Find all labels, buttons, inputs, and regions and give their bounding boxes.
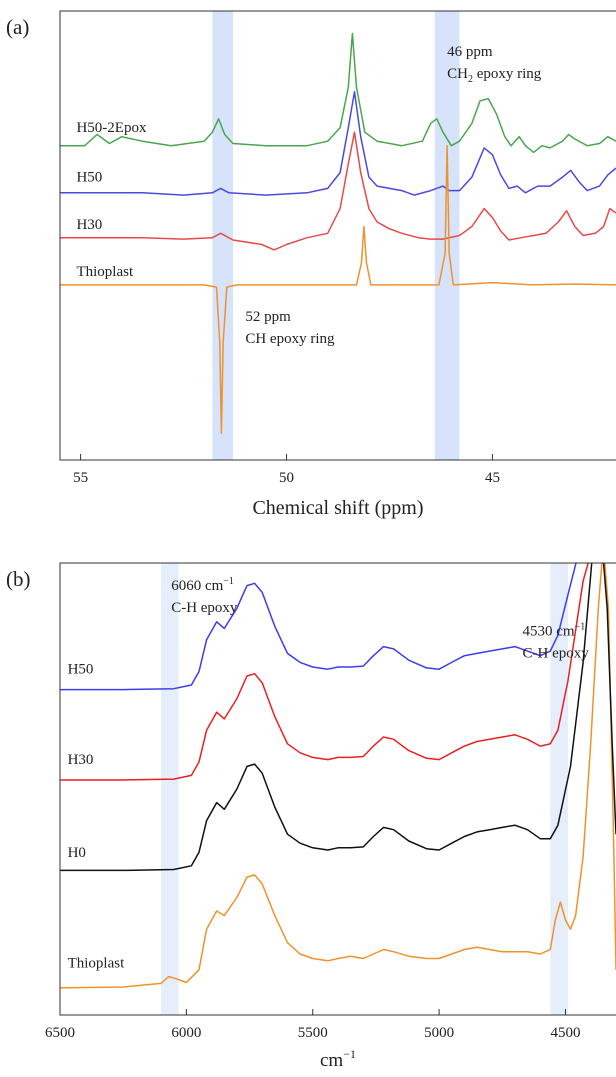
annotation-c4530-line2: C-H epoxy (522, 645, 589, 661)
x-tick-label-6500: 6500 (45, 1025, 75, 1041)
panel-b-label: (b) (6, 567, 31, 591)
annotation-ch2-sub: 2 (468, 74, 473, 85)
series-label-h50: H50 (68, 662, 94, 678)
annotation-c6060-line2: C-H epoxy (171, 600, 238, 616)
annotation-c6060-value: 6060 cm (171, 578, 223, 594)
plot-frame-a (59, 10, 616, 461)
x-tick-label-50: 50 (279, 470, 294, 486)
series-label-thioplast: Thioplast (76, 264, 133, 280)
series-label-h30: H30 (76, 217, 102, 233)
x-tick-label-4500: 4500 (550, 1025, 580, 1041)
series-line-h50-2epox (60, 32, 616, 154)
highlight-band-2 (550, 563, 568, 1015)
series-line-thioplast (60, 563, 603, 989)
series-line-segment-4 (604, 563, 616, 970)
annotation-ch2-line1: 46 ppm (447, 44, 493, 60)
series-line-h50 (60, 91, 616, 196)
series-line-h0 (60, 563, 593, 872)
annotation-ch2-pre: CH (447, 66, 468, 82)
annotation-ch2-post: epoxy ring (473, 66, 542, 82)
annotation-c4530-unit-sup: −1 (575, 621, 586, 632)
series-line-thioplast (60, 144, 616, 434)
x-tick-label-6000: 6000 (171, 1025, 201, 1041)
annotation-ch2-line2: CH2 epoxy ring (447, 66, 542, 85)
x-axis-label-b: cm−1 (320, 1047, 356, 1071)
x-axis-label-b-sup: −1 (343, 1047, 356, 1061)
series-label-h50-2epox: H50-2Epox (76, 120, 146, 136)
x-tick-label-5500: 5500 (298, 1025, 328, 1041)
series-line-h30 (60, 131, 616, 251)
annotation-c4530-line1: 4530 cm−1 (522, 621, 585, 639)
series-label-h0: H0 (68, 845, 86, 861)
annotation-ch-line2: CH epoxy ring (245, 331, 335, 347)
series-line-segment-5 (602, 563, 616, 835)
x-tick-label-45: 45 (485, 470, 500, 486)
series-label-h30: H30 (68, 752, 94, 768)
x-axis-label-a: Chemical shift (ppm) (252, 497, 423, 519)
highlight-band-1 (212, 11, 233, 460)
x-axis-label-b-base: cm (320, 1050, 343, 1071)
x-tick-label-5000: 5000 (424, 1025, 454, 1041)
highlight-band-1 (161, 563, 179, 1015)
panel-a-label: (a) (6, 15, 29, 39)
series-line-h30 (60, 563, 589, 781)
annotation-c6060-line1: 6060 cm−1 (171, 576, 234, 594)
plot-frame-b (59, 562, 616, 1016)
annotation-ch-line1: 52 ppm (245, 309, 291, 325)
panel-a: (a) H50-2Epox H50 H30 Thioplast 46 ppm CH2 e… (6, 10, 616, 519)
annotation-c6060-unit-sup: −1 (223, 576, 234, 587)
series-label-thioplast: Thioplast (68, 956, 125, 972)
annotation-c4530-value: 4530 cm (522, 623, 574, 639)
highlight-band-2 (434, 11, 460, 460)
series-label-h50: H50 (76, 170, 102, 186)
x-tick-label-55: 55 (73, 470, 88, 486)
series-line-h50 (60, 563, 577, 691)
